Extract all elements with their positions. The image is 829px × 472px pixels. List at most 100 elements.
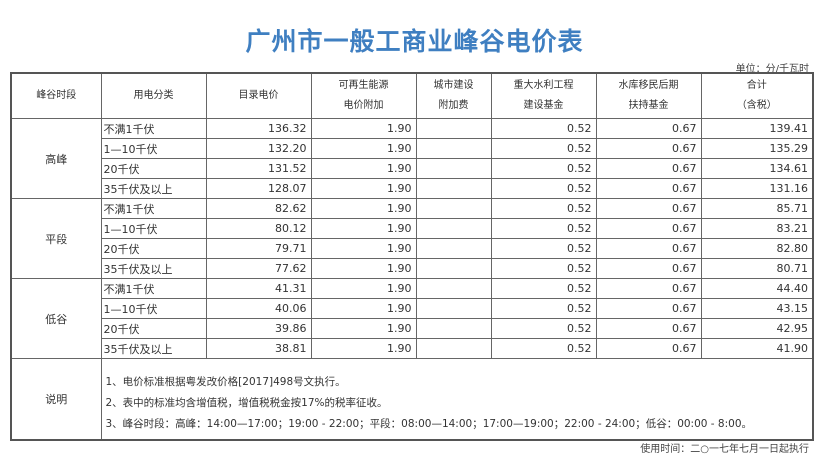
value-cell: 0.67 <box>595 218 702 239</box>
page-title: 广州市一般工商业峰谷电价表 <box>245 27 584 56</box>
column-header: 用电分类 <box>100 72 207 119</box>
value-cell: 0.52 <box>490 338 597 359</box>
category-cell: 1—10千伏 <box>100 298 207 319</box>
table-row: 35千伏及以上 38.81 1.90 0.52 0.67 41.90 <box>11 338 814 359</box>
value-cell: 0.67 <box>595 118 702 139</box>
notes-content: 1、电价标准根据粤发改价格[2017]498号文执行。 2、表中的标准均含增值税，… <box>100 358 814 441</box>
value-cell: 1.90 <box>310 138 417 159</box>
value-cell <box>415 338 492 359</box>
table-row: 20千伏 79.71 1.90 0.52 0.67 82.80 <box>11 238 814 259</box>
column-header: 目录电价 <box>205 72 312 119</box>
value-cell: 1.90 <box>310 258 417 279</box>
notes-row: 说明 1、电价标准根据粤发改价格[2017]498号文执行。 2、表中的标准均含增值… <box>10 358 814 441</box>
category-cell: 不满1千伏 <box>100 278 207 299</box>
table-row: 20千伏 39.86 1.90 0.52 0.67 42.95 <box>11 318 814 339</box>
value-cell: 0.67 <box>595 318 702 339</box>
value-cell: 82.80 <box>700 238 814 259</box>
column-header: 合计 （含税） <box>700 72 814 119</box>
value-cell: 1.90 <box>310 298 417 319</box>
table-row: 1—10千伏 40.06 1.90 0.52 0.67 43.15 <box>11 298 814 319</box>
value-cell: 1.90 <box>310 278 417 299</box>
value-cell: 0.52 <box>490 238 597 259</box>
table-row: 低谷 不满1千伏 41.31 1.90 0.52 0.67 44.40 <box>10 278 814 359</box>
value-cell: 43.15 <box>700 298 814 319</box>
value-cell <box>415 258 492 279</box>
value-cell: 131.16 <box>700 178 814 199</box>
value-cell: 1.90 <box>310 178 417 199</box>
value-cell: 80.71 <box>700 258 814 279</box>
category-cell: 35千伏及以上 <box>100 178 207 199</box>
period-cell: 高峰 <box>10 118 102 199</box>
value-cell: 134.61 <box>700 158 814 179</box>
value-cell: 139.41 <box>700 118 814 139</box>
column-header-line: 合计 <box>746 80 767 91</box>
value-cell: 0.67 <box>595 278 702 299</box>
value-cell: 0.67 <box>595 178 702 199</box>
value-cell <box>415 198 492 219</box>
value-cell: 79.71 <box>205 238 312 259</box>
value-cell <box>415 278 492 299</box>
column-header: 重大水利工程 建设基金 <box>490 72 597 119</box>
table-row: 35千伏及以上 77.62 1.90 0.52 0.67 80.71 <box>11 258 814 279</box>
value-cell: 0.52 <box>490 198 597 219</box>
value-cell: 0.67 <box>595 198 702 219</box>
value-cell: 1.90 <box>310 118 417 139</box>
category-cell: 35千伏及以上 <box>100 258 207 279</box>
value-cell: 0.52 <box>490 158 597 179</box>
category-cell: 20千伏 <box>100 238 207 259</box>
column-header-line: 水库移民后期 <box>618 80 679 91</box>
value-cell: 41.31 <box>205 278 312 299</box>
value-cell: 136.32 <box>205 118 312 139</box>
value-cell: 0.52 <box>490 118 597 139</box>
category-cell: 1—10千伏 <box>100 138 207 159</box>
effective-date: 使用时间：二○一七年七月一日起执行 <box>640 444 809 455</box>
value-cell: 38.81 <box>205 338 312 359</box>
table-row: 平段 不满1千伏 82.62 1.90 0.52 0.67 85.71 <box>10 198 814 279</box>
value-cell: 0.67 <box>595 138 702 159</box>
category-cell: 不满1千伏 <box>100 118 207 139</box>
value-cell: 131.52 <box>205 158 312 179</box>
value-cell: 0.67 <box>595 258 702 279</box>
column-header-line: 可再生能源 <box>338 80 389 91</box>
value-cell <box>415 218 492 239</box>
column-header-line: （含税） <box>736 100 777 111</box>
value-cell: 0.52 <box>490 178 597 199</box>
category-cell: 20千伏 <box>100 318 207 339</box>
value-cell: 0.52 <box>490 138 597 159</box>
value-cell <box>415 178 492 199</box>
category-cell: 20千伏 <box>100 158 207 179</box>
category-cell: 1—10千伏 <box>100 218 207 239</box>
table-row: 1—10千伏 132.20 1.90 0.52 0.67 135.29 <box>11 138 814 159</box>
value-cell: 0.52 <box>490 278 597 299</box>
column-header-line: 附加费 <box>438 100 469 111</box>
column-header-line: 扶持基金 <box>628 100 669 111</box>
column-header-line: 城市建设 <box>433 80 474 91</box>
value-cell: 0.52 <box>490 298 597 319</box>
column-header-line: 用电分类 <box>133 90 174 101</box>
value-cell: 1.90 <box>310 318 417 339</box>
value-cell: 0.67 <box>595 158 702 179</box>
period-cell: 平段 <box>10 198 102 279</box>
header-row: 峰谷时段 用电分类 目录电价 可再生能源 电价附加 城市建设附加费 重大水利工程 建设基金 水库… <box>10 72 814 119</box>
value-cell: 0.67 <box>595 338 702 359</box>
table-row: 35千伏及以上 128.07 1.90 0.52 0.67 131.16 <box>11 178 814 199</box>
value-cell: 128.07 <box>205 178 312 199</box>
value-cell: 1.90 <box>310 158 417 179</box>
notes-label: 说明 <box>10 358 102 441</box>
note-item: 1、电价标准根据粤发改价格[2017]498号文执行。 <box>105 375 346 388</box>
value-cell: 77.62 <box>205 258 312 279</box>
price-table: 峰谷时段 用电分类 目录电价 可再生能源 电价附加 城市建设附加费 重大水利工程 建设基金 水库… <box>10 72 814 441</box>
value-cell: 85.71 <box>700 198 814 219</box>
value-cell <box>415 298 492 319</box>
category-cell: 不满1千伏 <box>100 198 207 219</box>
column-header: 可再生能源 电价附加 <box>310 72 417 119</box>
table-row: 20千伏 131.52 1.90 0.52 0.67 134.61 <box>11 158 814 179</box>
value-cell: 132.20 <box>205 138 312 159</box>
table-row: 1—10千伏 80.12 1.90 0.52 0.67 83.21 <box>11 218 814 239</box>
table-row: 高峰 不满1千伏 136.32 1.90 0.52 0.67 139.41 <box>10 118 814 199</box>
value-cell: 83.21 <box>700 218 814 239</box>
value-cell: 40.06 <box>205 298 312 319</box>
value-cell: 39.86 <box>205 318 312 339</box>
value-cell: 135.29 <box>700 138 814 159</box>
column-header-line: 峰谷时段 <box>36 90 77 101</box>
